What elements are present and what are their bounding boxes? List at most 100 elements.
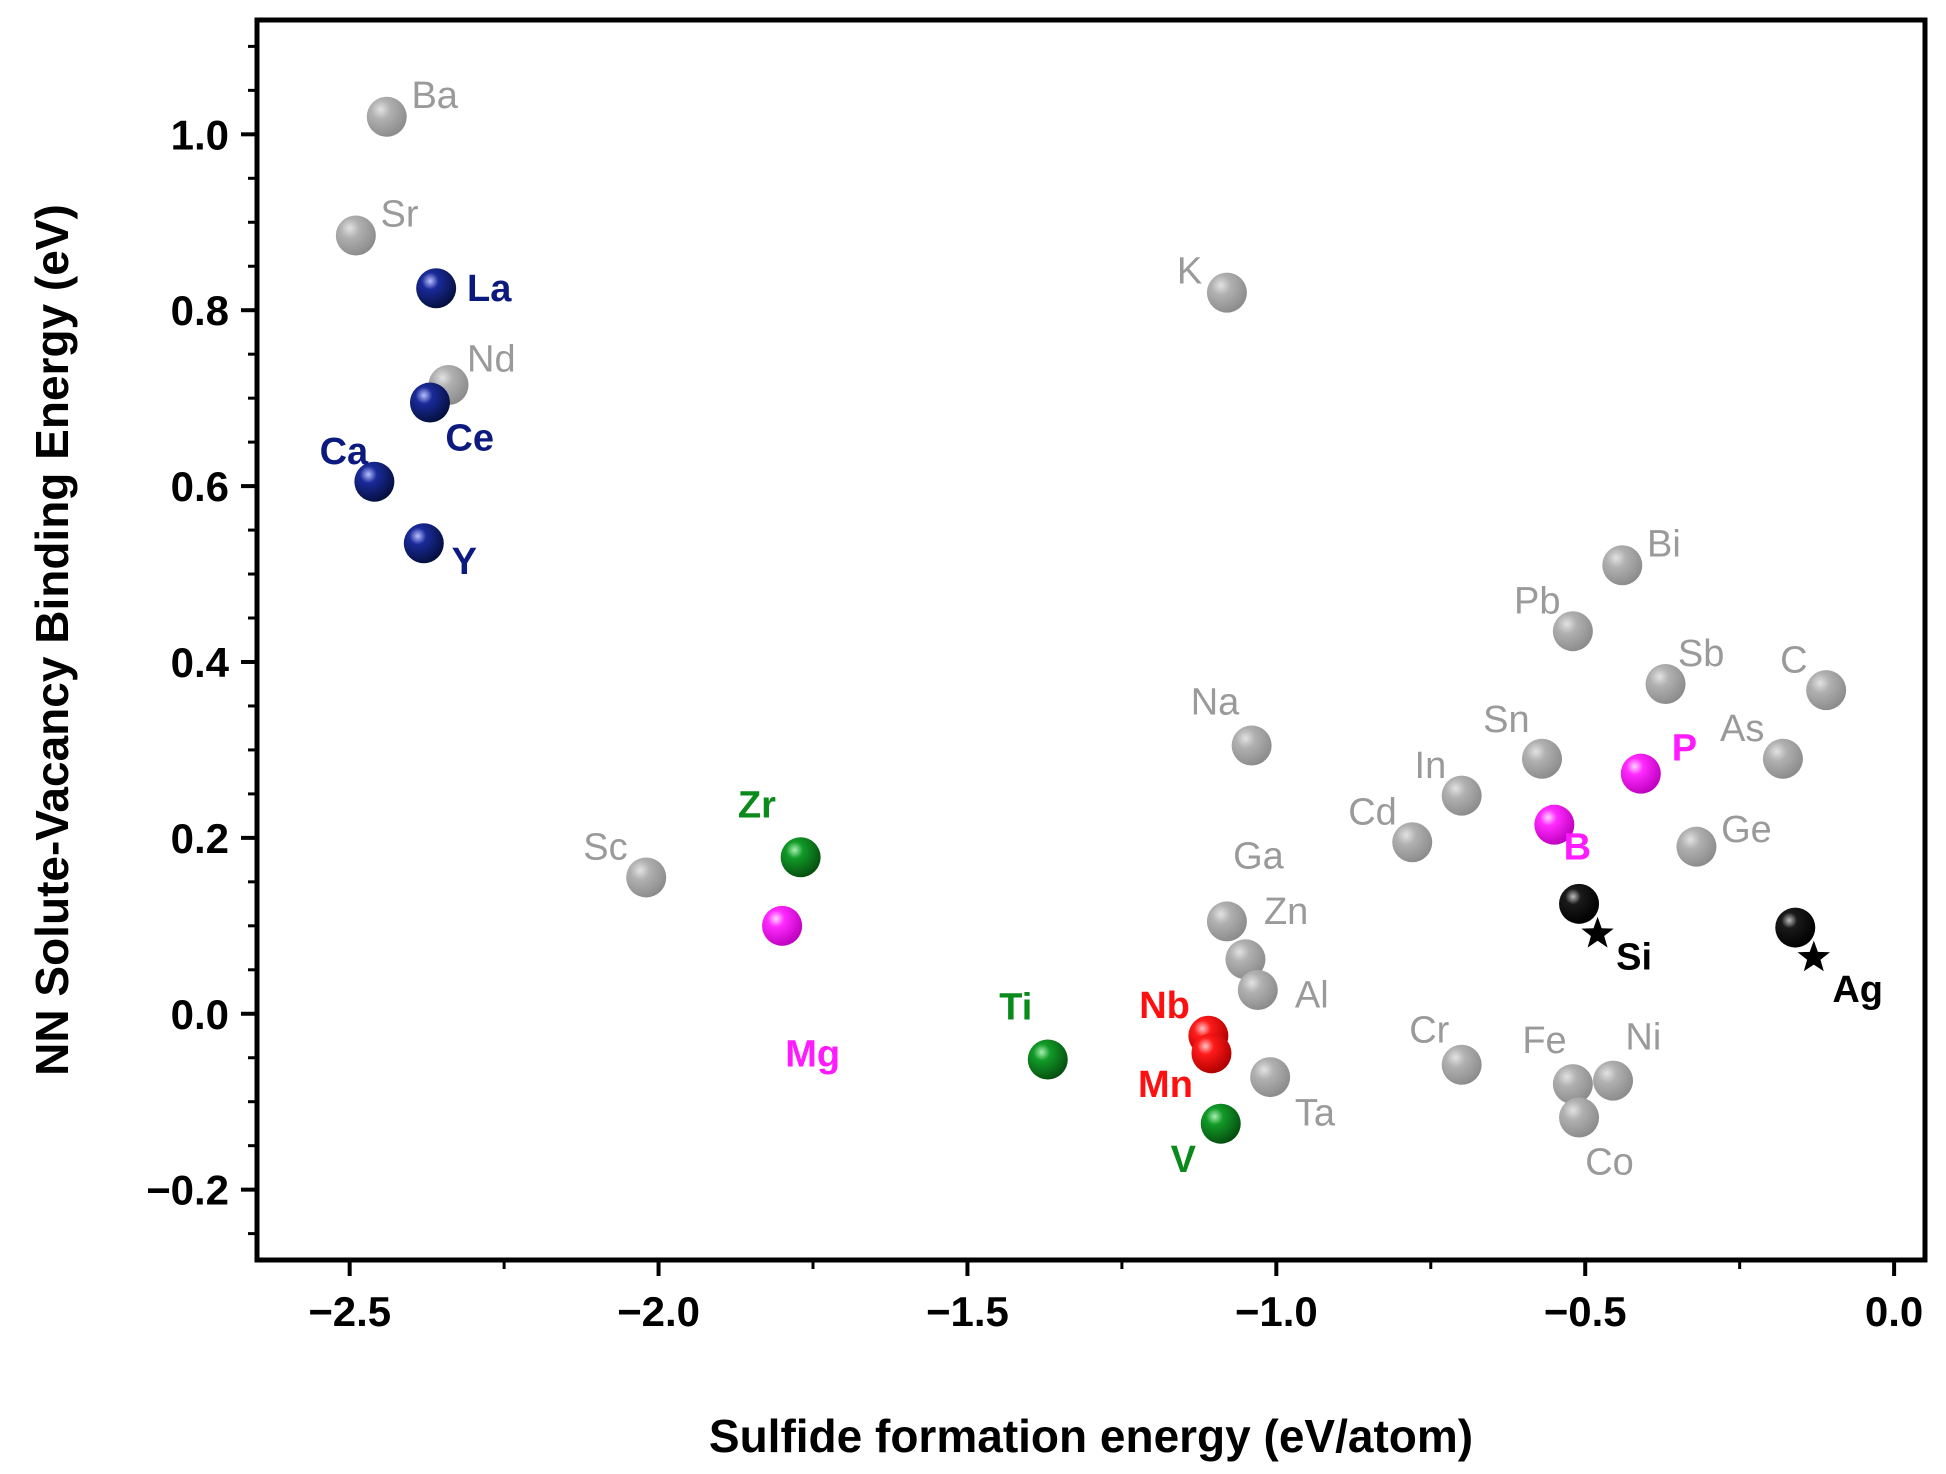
marker	[1191, 1033, 1232, 1074]
marker	[1225, 939, 1266, 980]
point-zr: Zr	[738, 784, 821, 878]
y-axis: −0.2 0.0 0.2 0.4 0.6 0.8 1.0	[146, 44, 257, 1236]
point-label: La	[467, 268, 512, 310]
marker	[409, 382, 450, 423]
point-in: In	[1415, 745, 1482, 816]
marker	[1206, 901, 1247, 942]
point-label: C	[1780, 639, 1807, 681]
x-axis: −2.5 −2.0 −1.5 −1.0 −0.5 0.0	[308, 1260, 1923, 1335]
plot-frame	[254, 17, 1928, 1263]
marker	[416, 268, 457, 309]
point-y: Y	[403, 523, 477, 583]
point-sb: Sb	[1645, 633, 1724, 704]
point-ti: Ti	[999, 987, 1068, 1080]
point-label: Ga	[1233, 835, 1285, 877]
point-label: Nd	[467, 339, 516, 381]
marker	[626, 857, 667, 898]
point-label: Ag	[1832, 969, 1883, 1011]
point-sn: Sn	[1483, 699, 1562, 779]
point-label: Cr	[1409, 1010, 1449, 1052]
y-axis-title: NN Solute-Vacancy Binding Energy (eV)	[26, 204, 78, 1076]
point-label: Pb	[1514, 580, 1560, 622]
point-mg: Mg	[762, 905, 840, 1075]
marker	[366, 96, 407, 137]
point-label: V	[1171, 1139, 1197, 1181]
data-points: Ba Sr La Nd Ce Ca Y K Bi Pb Sb C Na Sn As P In B Cd Ge Sc Zr M…	[320, 75, 1883, 1184]
marker	[1534, 804, 1575, 845]
point-ag: Ag	[1775, 907, 1883, 1011]
marker	[403, 523, 444, 564]
point-bi: Bi	[1602, 523, 1681, 586]
point-label: Na	[1191, 682, 1240, 724]
marker	[762, 905, 803, 946]
point-ga: Ga	[1206, 835, 1285, 942]
x-tick-label: −2.5	[308, 1288, 391, 1335]
marker	[1441, 1044, 1482, 1085]
point-label: B	[1564, 827, 1591, 869]
x-tick-label: −1.5	[926, 1288, 1009, 1335]
point-co: Co	[1559, 1097, 1634, 1184]
point-label: Mn	[1138, 1064, 1193, 1106]
point-ba: Ba	[366, 75, 459, 137]
point-ca: Ca	[320, 431, 395, 502]
marker	[1559, 1097, 1600, 1138]
marker	[1206, 272, 1247, 313]
y-tick-label: 0.4	[171, 639, 230, 686]
point-p: P	[1620, 727, 1697, 794]
point-v: V	[1171, 1103, 1241, 1181]
point-label: Co	[1585, 1142, 1634, 1184]
marker	[1602, 545, 1643, 586]
x-tick-label: 0.0	[1865, 1288, 1923, 1335]
point-pb: Pb	[1514, 580, 1593, 652]
point-fe: Fe	[1522, 1020, 1593, 1105]
y-tick-label: 0.2	[171, 815, 229, 862]
point-zn: Zn	[1225, 891, 1308, 980]
x-tick-label: −1.0	[1235, 1288, 1318, 1335]
marker	[1593, 1060, 1634, 1101]
point-label: Zn	[1264, 891, 1308, 933]
star-icon	[1581, 916, 1614, 948]
point-si: Si	[1559, 883, 1652, 979]
point-label: Ni	[1625, 1017, 1661, 1059]
y-tick-label: −0.2	[146, 1167, 229, 1214]
point-ce: Ce	[409, 382, 494, 460]
marker	[1250, 1057, 1291, 1098]
point-label: Zr	[738, 784, 776, 826]
marker	[335, 215, 376, 256]
x-axis-title: Sulfide formation energy (eV/atom)	[709, 1410, 1473, 1462]
point-ni: Ni	[1593, 1017, 1661, 1101]
point-label: Y	[452, 541, 477, 583]
marker	[354, 461, 395, 502]
point-label: Sb	[1678, 633, 1724, 675]
point-sr: Sr	[335, 193, 419, 256]
point-sc: Sc	[583, 827, 667, 898]
point-label: Ti	[999, 987, 1032, 1029]
marker	[1237, 970, 1278, 1011]
y-tick-label: 1.0	[171, 111, 229, 158]
marker	[1231, 725, 1272, 766]
point-c: C	[1780, 639, 1847, 711]
point-label: Cd	[1348, 791, 1397, 833]
point-ge: Ge	[1676, 809, 1772, 867]
point-label: Sr	[381, 193, 419, 235]
point-label: Ba	[411, 75, 458, 117]
marker	[1521, 738, 1562, 779]
point-label: Si	[1616, 937, 1652, 979]
point-na: Na	[1191, 682, 1272, 766]
marker	[1552, 1064, 1593, 1105]
x-tick-label: −0.5	[1544, 1288, 1627, 1335]
marker	[1552, 611, 1593, 652]
marker	[1775, 907, 1816, 948]
x-tick-label: −2.0	[617, 1288, 700, 1335]
point-label: Sc	[583, 827, 627, 869]
marker	[1806, 670, 1847, 711]
point-label: Mg	[785, 1033, 840, 1075]
point-ta: Ta	[1250, 1057, 1336, 1134]
point-label: Fe	[1522, 1020, 1566, 1062]
y-tick-label: 0.8	[171, 287, 229, 334]
point-label: Ca	[320, 431, 369, 473]
point-label: Bi	[1647, 523, 1681, 565]
point-cd: Cd	[1348, 791, 1433, 863]
point-label: In	[1415, 745, 1447, 787]
